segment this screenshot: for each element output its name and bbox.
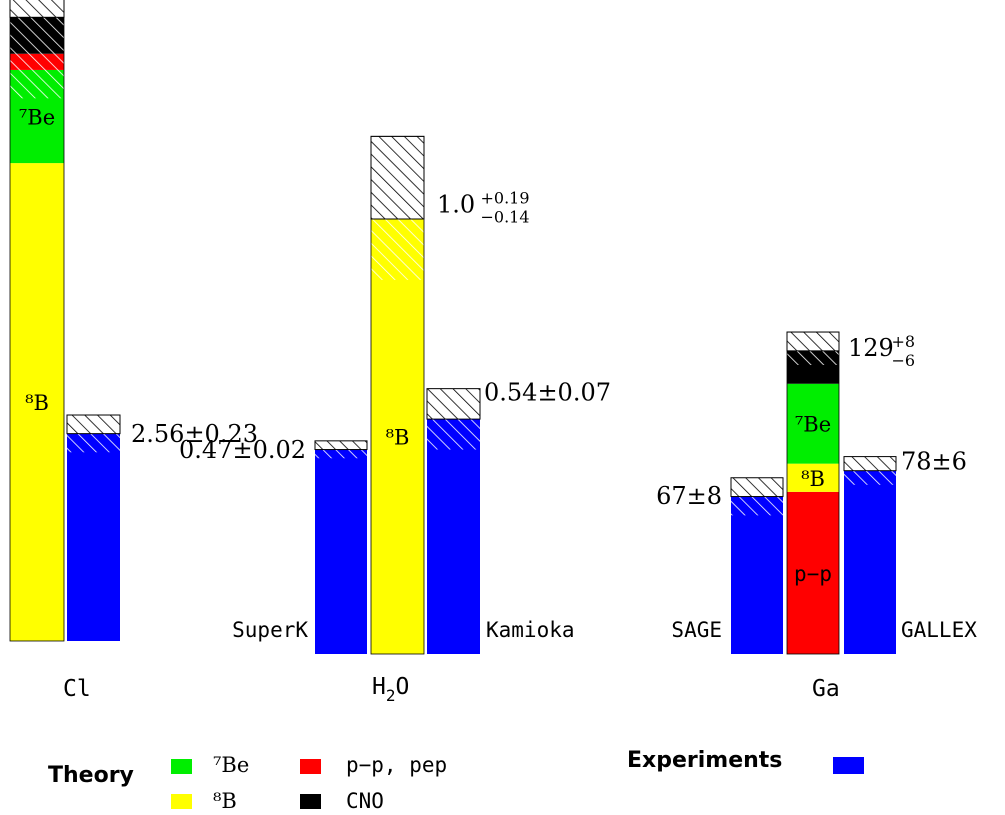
exp-sage-value-label: 67±8 (656, 482, 722, 510)
legend-swatch-experiment (833, 757, 864, 774)
theory-cl-bar-8b (10, 163, 64, 641)
theory-cl-err-minus-label: −1.0 (119, 0, 158, 1)
theory-cl-outline (9, 0, 65, 642)
exp-homestake-error-plus (66, 414, 121, 435)
legend-experiments-title: Experiments (627, 748, 782, 773)
legend-swatch-cno (300, 794, 321, 809)
legend-theory-title: Theory (48, 763, 134, 788)
exp-homestake-error-minus (67, 433, 120, 453)
theory-h2o-value-label: 1.0 (437, 190, 475, 218)
plot-area: ⁸B⁷Be7.7+1.2−1.02.56±0.23⁸B1.0+0.19−0.14… (9, 0, 977, 655)
theory-cl-error-plus (9, 0, 65, 18)
theory-h2o-bar-8b (371, 219, 424, 654)
exp-homestake-value-label: 2.56±0.23 (131, 420, 258, 448)
theory-h2o-label-8b: ⁸B (386, 426, 410, 450)
theory-ga-error-minus (787, 350, 839, 365)
exp-superk-name-label: SuperK (232, 618, 308, 642)
exp-sage-bar (731, 496, 783, 654)
exp-gallex-value-label: 78±6 (901, 448, 967, 476)
legend-swatch-pp (300, 759, 321, 774)
theory-ga-label-pp: p−p (794, 562, 832, 586)
legend-label-pp: p−p, pep (346, 753, 447, 777)
exp-kamioka-error-minus (427, 419, 480, 450)
theory-ga-label-7be: ⁷Be (795, 413, 831, 437)
group-label-ga: Ga (812, 676, 840, 702)
legend-label-cno: CNO (346, 789, 384, 813)
theory-ga-bar-pp (787, 491, 839, 654)
theory-h2o-err-minus-label: −0.14 (481, 207, 530, 226)
exp-superk-error-minus (315, 449, 367, 459)
theory-ga-label-8b: ⁸B (801, 467, 825, 491)
legend: Theory ⁷Be ⁸B p−p, pep CNO Experiments (48, 748, 864, 813)
theory-h2o-outline (370, 135, 425, 655)
theory-ga-value-label: 129 (848, 334, 894, 362)
exp-sage-name-label: SAGE (671, 618, 722, 642)
theory-ga-err-plus-label: +8 (892, 332, 916, 351)
theory-cl-error-minus (10, 17, 64, 99)
theory-ga-error-plus (786, 331, 840, 352)
exp-superk-bar (315, 449, 367, 654)
exp-gallex-bar (844, 470, 896, 654)
exp-kamioka-name-label: Kamioka (486, 618, 575, 642)
exp-gallex-error-plus (843, 456, 897, 472)
group-label-h2o: H2O (372, 674, 409, 705)
exp-kamioka-bar (427, 419, 480, 654)
exp-sage-error-plus (730, 477, 784, 498)
exp-kamioka-value-label: 0.54±0.07 (484, 379, 611, 407)
theory-h2o-error-minus (371, 219, 424, 280)
exp-superk-value-label: 0.47±0.02 (179, 436, 306, 464)
exp-gallex-error-minus (844, 470, 896, 485)
theory-ga-bar-8b (787, 463, 839, 492)
legend-label-be7: ⁷Be (213, 753, 249, 777)
theory-ga-err-minus-label: −6 (892, 351, 916, 370)
exp-superk-error-plus (314, 440, 368, 451)
theory-ga-bar-7be (787, 383, 839, 464)
theory-cl-label-7be: ⁷Be (19, 106, 55, 130)
exp-homestake-bar (67, 433, 120, 641)
legend-swatch-be7 (171, 759, 192, 774)
exp-sage-error-minus (731, 496, 783, 516)
exp-gallex-name-label: GALLEX (901, 618, 977, 642)
theory-h2o-error-plus (370, 135, 425, 220)
legend-swatch-b8 (171, 794, 192, 809)
group-label-cl: Cl (63, 676, 91, 702)
theory-ga-outline (786, 331, 840, 655)
theory-h2o-err-plus-label: +0.19 (481, 188, 530, 207)
theory-cl-label-8b: ⁸B (25, 391, 49, 415)
exp-kamioka-error-plus (426, 388, 481, 420)
legend-label-b8: ⁸B (213, 789, 237, 813)
